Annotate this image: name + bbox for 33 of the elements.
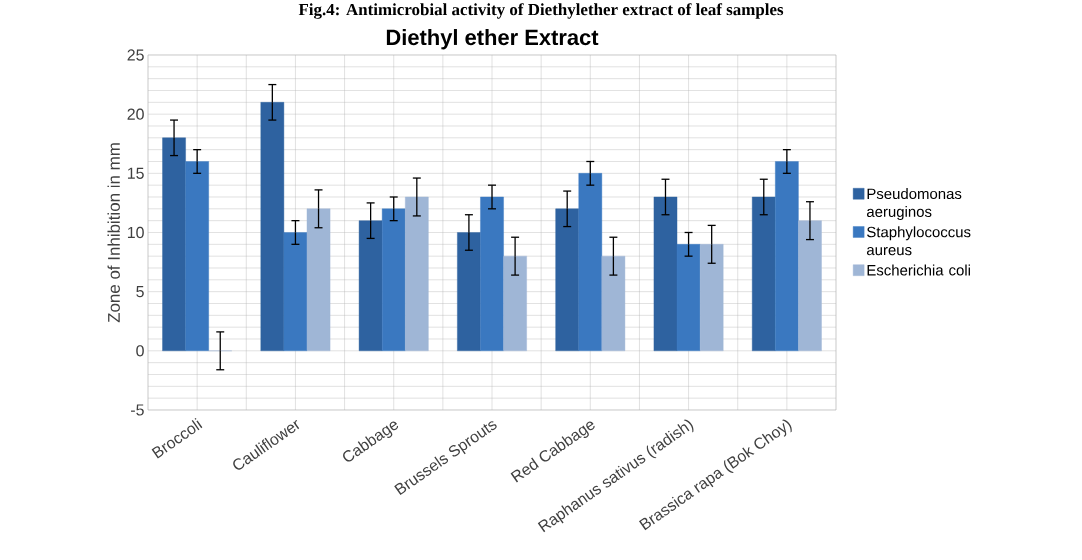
bar (653, 196, 678, 352)
bar (185, 161, 209, 352)
bar (480, 196, 504, 352)
y-tick-label: 5 (136, 286, 144, 298)
y-tick-label: 15 (127, 167, 144, 179)
y-tick-label: 0 (136, 345, 144, 357)
caption: Fig.4: Antimicrobial activity of Diethylether extract of leaf samples (298, 3, 784, 19)
bar (381, 208, 406, 352)
bar (578, 173, 603, 352)
bar (601, 255, 626, 352)
bar (555, 208, 579, 352)
bar (775, 161, 799, 352)
chart-title: Diethyl ether Extract (386, 29, 599, 50)
bar (457, 232, 481, 352)
bar (752, 196, 776, 352)
bar (306, 208, 331, 352)
legend-label: Pseudomonas aeruginos (866, 188, 962, 220)
bar (798, 220, 822, 352)
bar (162, 137, 186, 352)
y-tick-label: 10 (127, 226, 144, 239)
bar (283, 232, 308, 352)
bar (260, 102, 285, 352)
y-tick-label: -5 (131, 404, 144, 416)
y-axis-title: Zone of Inhibition in mm (107, 143, 120, 323)
bar (503, 255, 527, 352)
y-tick-label: 20 (127, 108, 144, 120)
legend-label: Escherichia coli (867, 264, 970, 276)
bar (405, 196, 429, 352)
y-tick-label: 25 (127, 49, 144, 61)
legend-label: Staphylococcus aureus (866, 226, 971, 256)
bar (699, 244, 724, 352)
bar (676, 244, 701, 352)
bar (358, 220, 383, 352)
